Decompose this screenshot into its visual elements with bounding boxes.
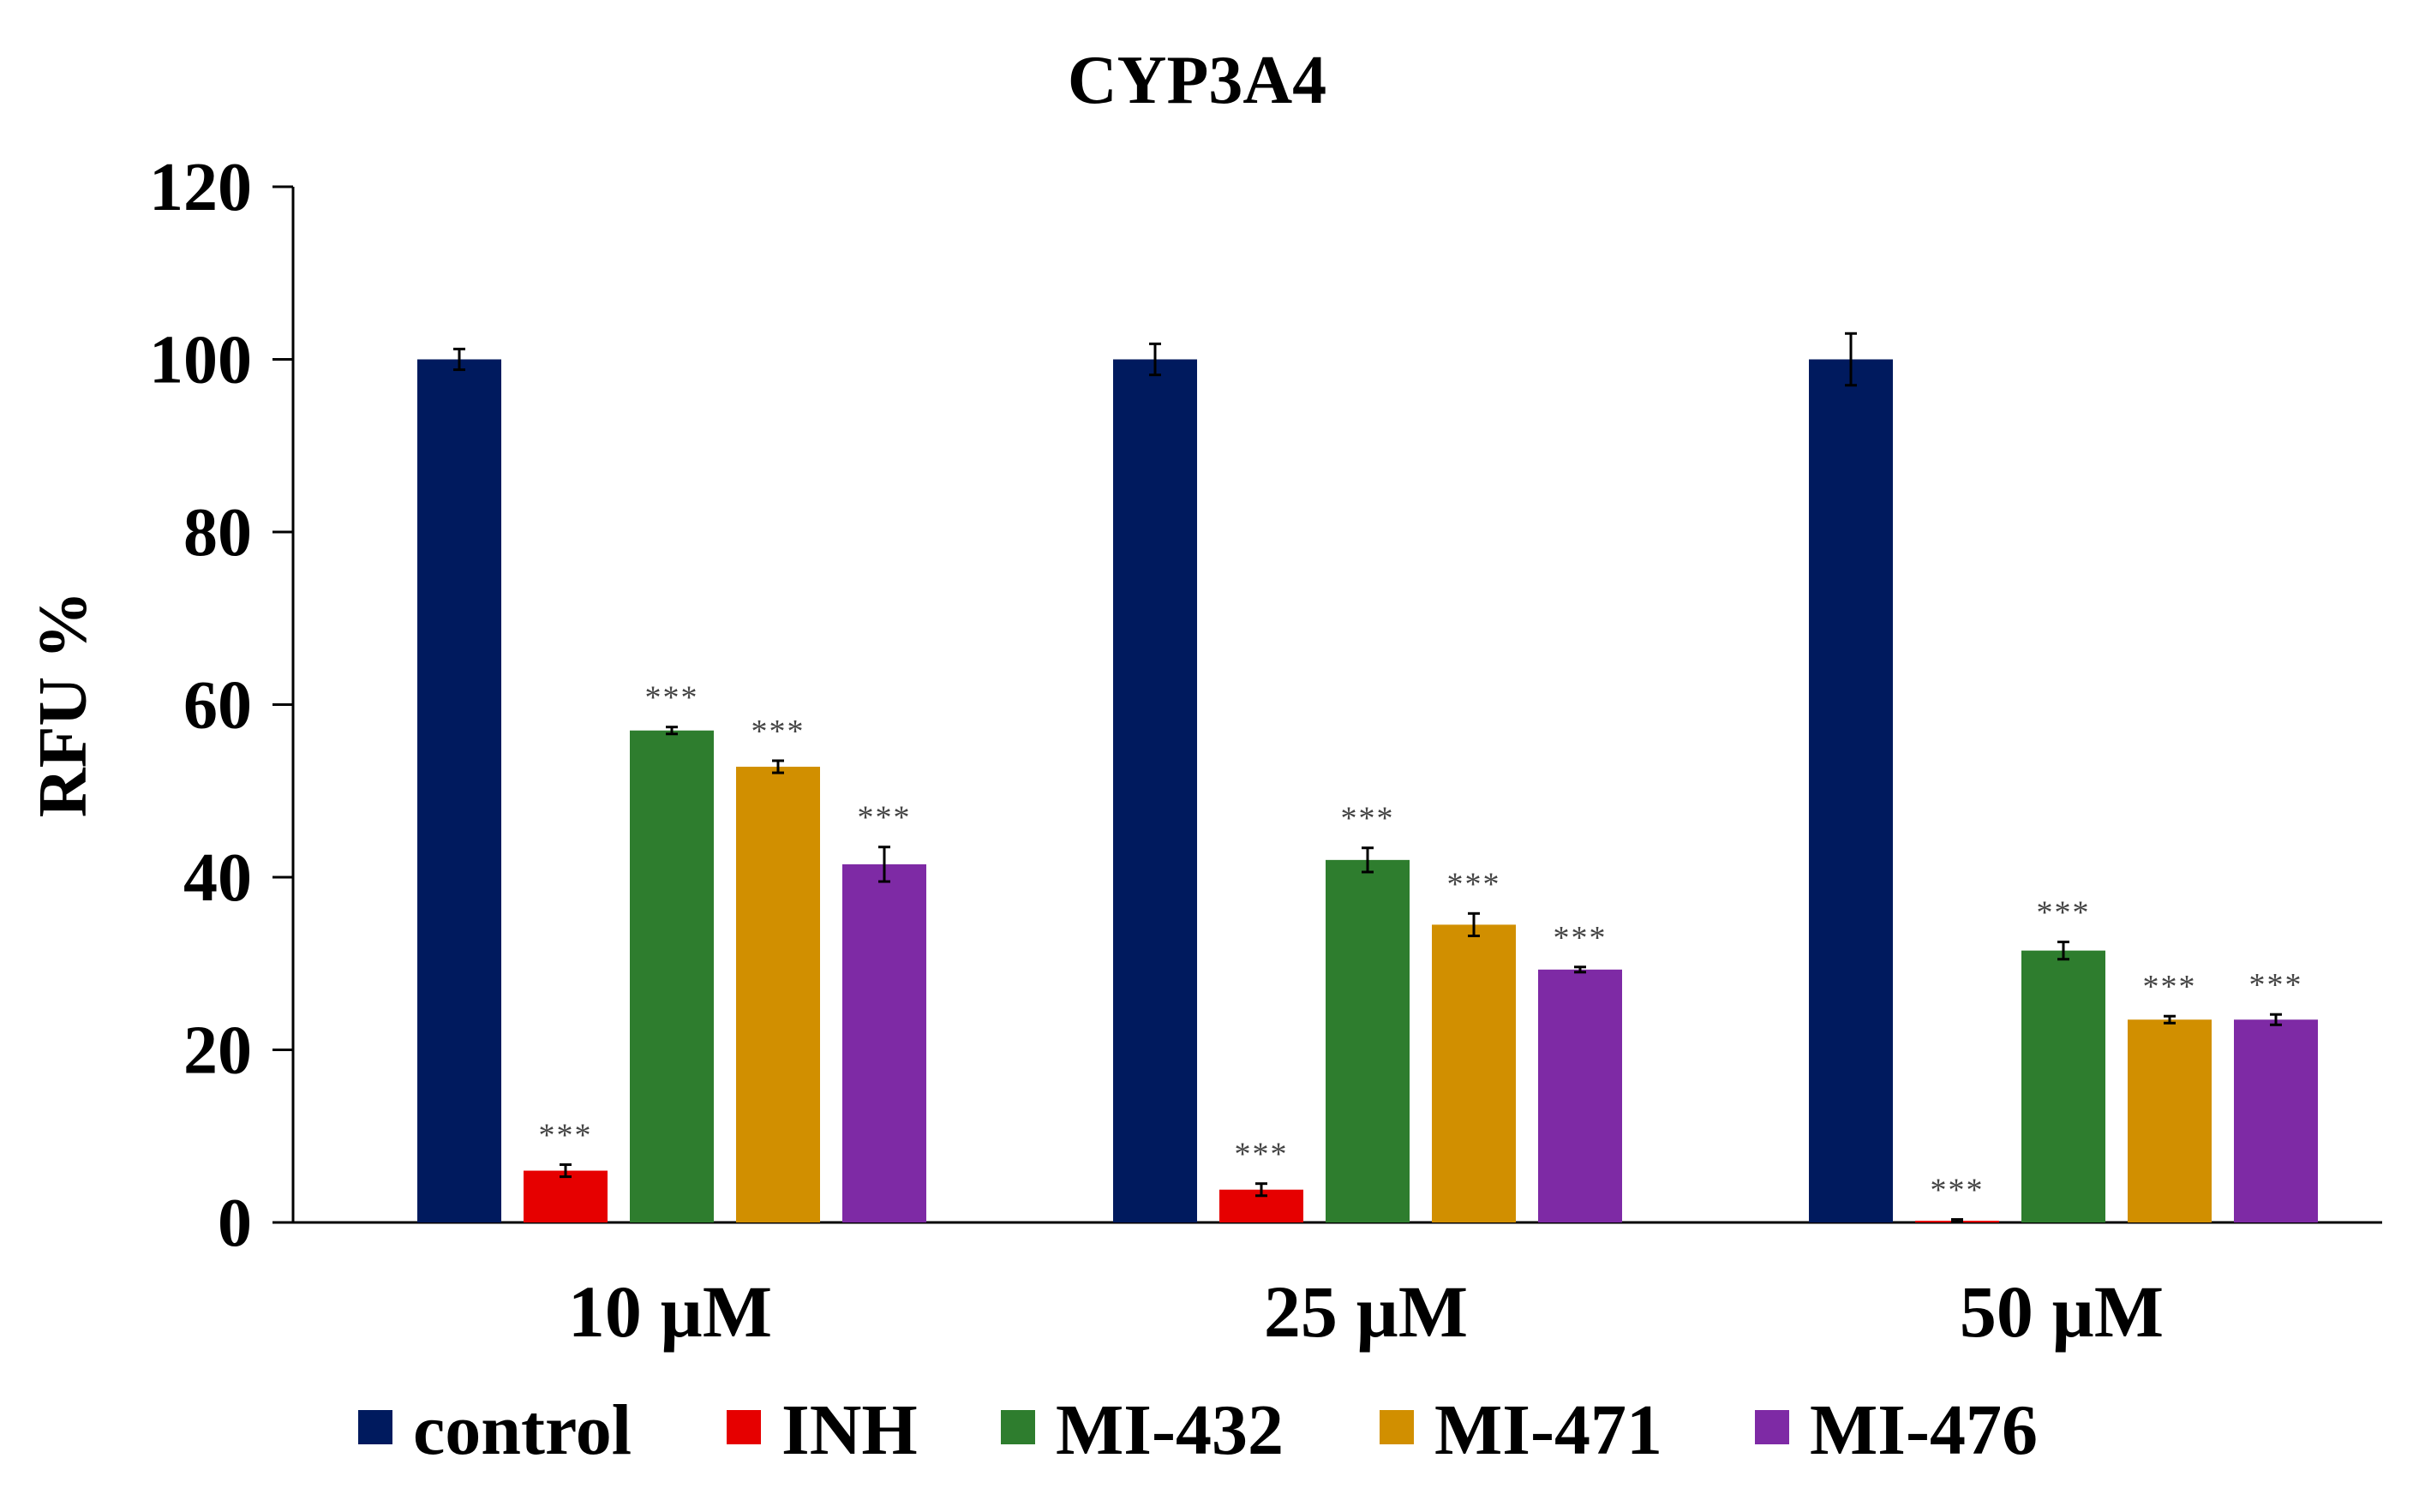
legend-label-control: control <box>413 1390 632 1470</box>
y-axis-title: RFU % <box>26 591 101 817</box>
legend-label-mi-476: MI-476 <box>1810 1390 2038 1470</box>
bar-mi-476 <box>842 864 926 1222</box>
y-tick-label: 100 <box>149 323 252 398</box>
y-tick-label: 60 <box>183 668 252 744</box>
bar-control <box>1809 359 1893 1222</box>
significance-marker: *** <box>2143 969 2197 1005</box>
legend: control INH MI-432 MI-471 MI-476 <box>358 1390 2038 1470</box>
bar-mi-476 <box>1538 969 1622 1222</box>
bar-mi-471 <box>2128 1019 2212 1222</box>
plot-area: 0 20 40 60 80 100 120 *** *** *** *** 10 µM *** *** **… <box>149 150 2382 1353</box>
y-tick-label: 120 <box>149 150 252 225</box>
y-tick-label: 80 <box>183 495 252 571</box>
significance-marker: *** <box>645 680 699 716</box>
legend-swatch-control <box>358 1410 392 1444</box>
x-category-label: 25 µM <box>1264 1270 1468 1353</box>
significance-marker: *** <box>1341 801 1395 837</box>
significance-marker: *** <box>751 714 805 750</box>
significance-marker: *** <box>1554 920 1608 956</box>
significance-marker: *** <box>1447 866 1501 902</box>
significance-marker: *** <box>858 800 912 836</box>
bar-mi-471 <box>736 767 820 1222</box>
bar-inh <box>524 1170 608 1222</box>
bar-mi-471 <box>1432 924 1516 1222</box>
legend-label-inh: INH <box>781 1390 918 1470</box>
legend-label-mi-471: MI-471 <box>1434 1390 1662 1470</box>
x-category-label: 50 µM <box>1960 1270 2164 1353</box>
significance-marker: *** <box>539 1117 593 1153</box>
x-category-label: 10 µM <box>568 1270 772 1353</box>
legend-swatch-inh <box>727 1410 761 1444</box>
significance-marker: *** <box>2037 895 2091 931</box>
y-tick-label: 0 <box>218 1186 252 1261</box>
bar-mi-432 <box>1326 859 1410 1222</box>
bar-control <box>1113 359 1197 1222</box>
significance-marker: *** <box>2249 967 2303 1003</box>
legend-label-mi-432: MI-432 <box>1056 1390 1284 1470</box>
legend-swatch-mi-471 <box>1380 1410 1414 1444</box>
bar-control <box>417 359 501 1222</box>
bar-mi-432 <box>630 730 714 1222</box>
legend-swatch-mi-432 <box>1001 1410 1035 1444</box>
significance-marker: *** <box>1235 1137 1289 1173</box>
significance-marker: *** <box>1931 1172 1985 1208</box>
bar-mi-432 <box>2021 950 2105 1222</box>
legend-swatch-mi-476 <box>1755 1410 1789 1444</box>
bar-mi-476 <box>2234 1019 2318 1222</box>
y-tick-label: 40 <box>183 840 252 916</box>
chart-title: CYP3A4 <box>1068 43 1326 118</box>
y-tick-label: 20 <box>183 1013 252 1089</box>
